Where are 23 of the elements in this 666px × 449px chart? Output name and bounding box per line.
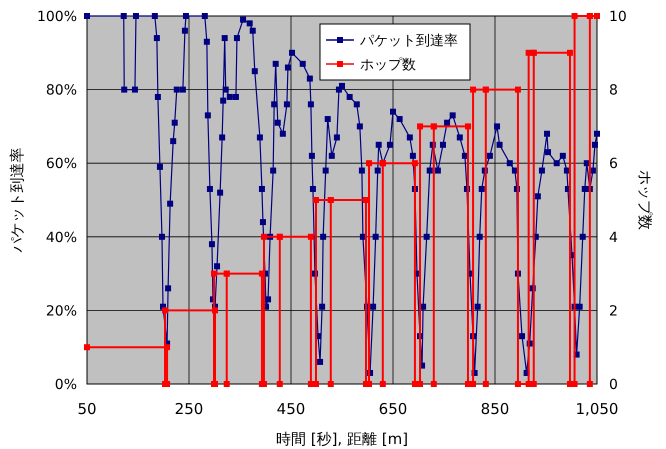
y2-tick-label: 0: [609, 377, 618, 393]
x-axis-title: 時間 [秒], 距離 [m]: [276, 430, 408, 448]
y-tick-label: 80%: [46, 82, 77, 99]
legend-label: パケット到達率: [359, 33, 458, 49]
y-tick-label: 20%: [46, 303, 77, 320]
x-tick-label: 1,050: [576, 400, 618, 418]
legend-label: ホップ数: [360, 57, 416, 73]
y-tick-label: 60%: [46, 156, 77, 172]
y-tick-label: 100%: [36, 9, 77, 25]
y2-tick-label: 6: [609, 156, 618, 172]
y-tick-label: 40%: [46, 230, 77, 246]
y2-axis-title: ホップ数: [636, 170, 654, 230]
y2-tick-label: 4: [609, 230, 618, 246]
y2-tick-label: 2: [609, 303, 618, 320]
x-tick-label: 250: [174, 400, 204, 418]
y-tick-label: 0%: [54, 377, 77, 393]
y2-tick-label: 10: [609, 9, 627, 25]
x-tick-label: 850: [480, 400, 510, 418]
y-axis-title: パケット到達率: [8, 148, 26, 254]
y2-tick-label: 8: [609, 82, 618, 99]
x-tick-label: 450: [276, 400, 306, 418]
x-tick-label: 50: [77, 400, 97, 418]
x-tick-label: 650: [378, 400, 408, 418]
